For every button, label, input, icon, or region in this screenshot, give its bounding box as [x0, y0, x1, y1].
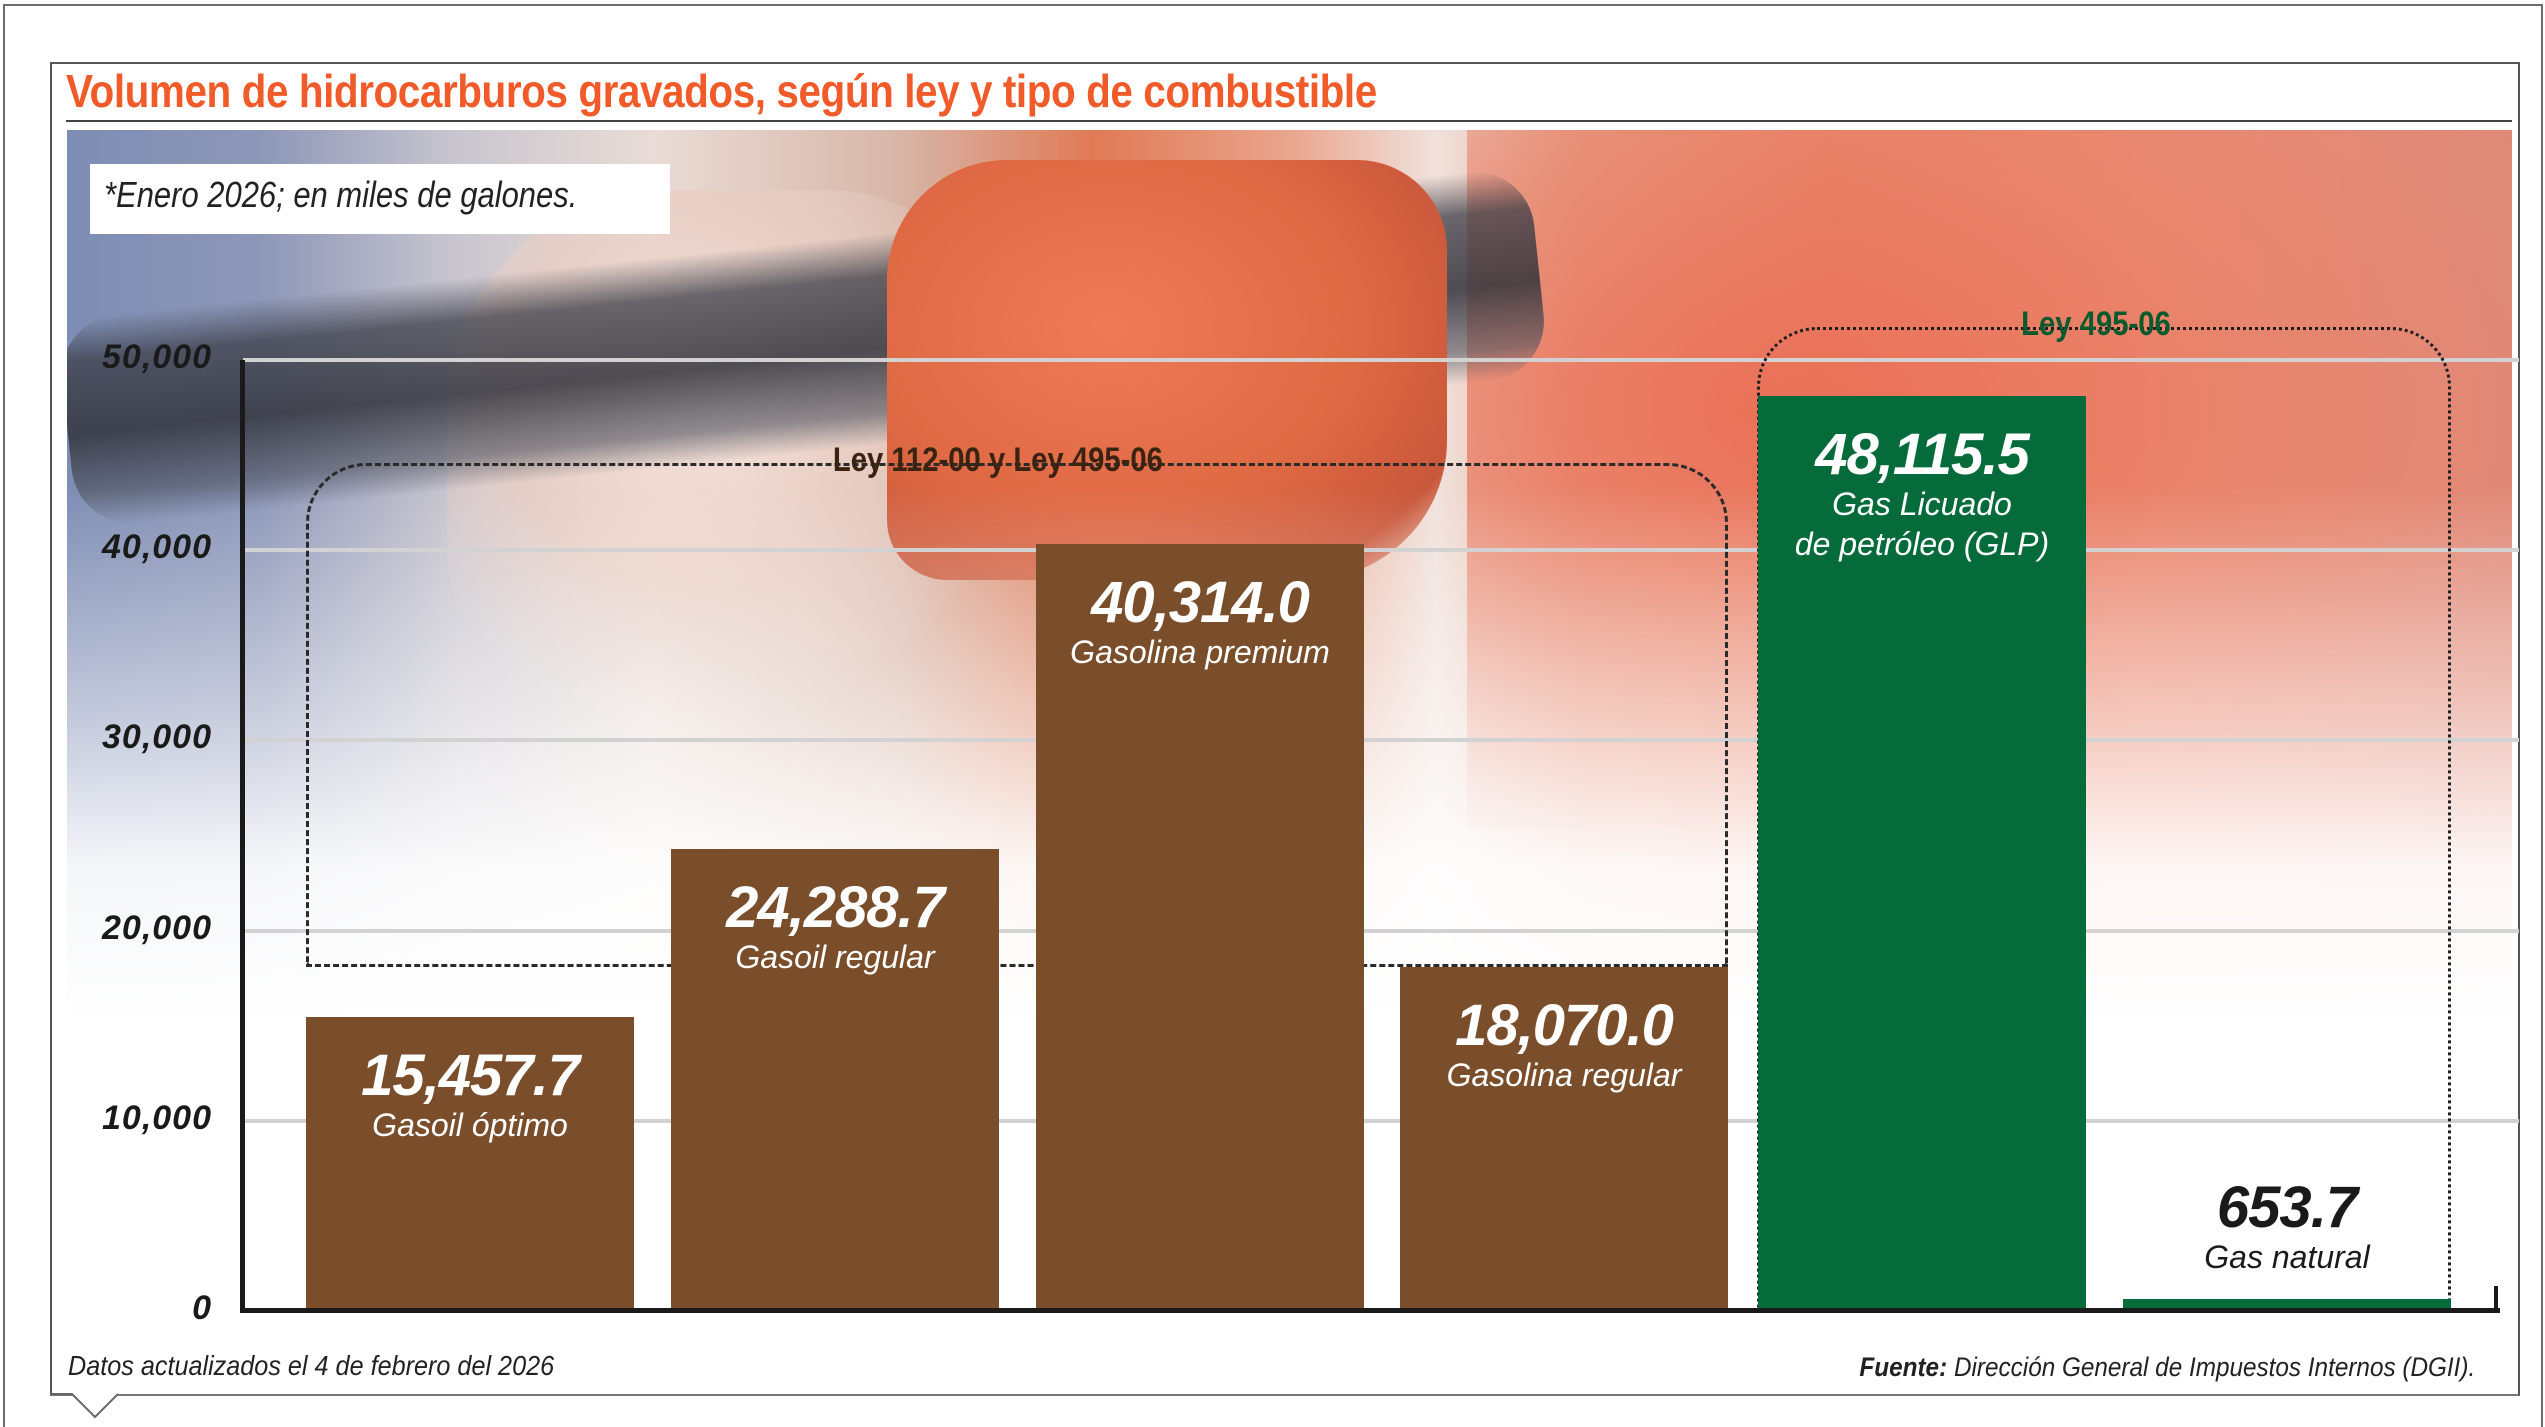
y-tick-label: 0: [192, 1289, 212, 1327]
bar-category: Gas Licuado: [1832, 485, 2012, 522]
bar-category: Gasoil regular: [735, 939, 935, 976]
bar-category: Gasolina regular: [1446, 1057, 1682, 1094]
y-axis: [240, 360, 245, 1313]
bar-category: Gasoil óptimo: [372, 1106, 568, 1143]
law-group-label: Ley 112-00 y Ley 495-06: [832, 441, 1163, 479]
bar-value: 653.7: [2216, 1174, 2358, 1240]
bar-category: de petróleo (GLP): [1794, 525, 2050, 562]
bar: [1758, 395, 2086, 1311]
law-group-bracket: [306, 463, 1728, 968]
bar-value: 48,115.5: [1815, 421, 2029, 487]
bar-category: Gasolina premium: [1070, 634, 1330, 671]
units-note: *Enero 2026; en miles de galones.: [90, 164, 670, 234]
title-divider: [66, 120, 2512, 122]
chart-title: Volumen de hidrocarburos gravados, según…: [66, 65, 1377, 117]
source-note: Fuente: Dirección General de Impuestos I…: [1859, 1352, 2475, 1383]
y-tick-label: 40,000: [102, 528, 212, 567]
bar-category: Gas natural: [2204, 1238, 2370, 1275]
bar-value: 18,070.0: [1455, 993, 1674, 1059]
bar: [306, 1016, 634, 1311]
outer-frame: [3, 4, 2543, 1427]
bar: [1036, 544, 1364, 1311]
bar-value: 15,457.7: [361, 1042, 580, 1108]
x-axis-end-tick: [2494, 1286, 2498, 1312]
bar: [671, 849, 999, 1311]
bar: [2123, 1298, 2451, 1311]
y-tick-label: 10,000: [102, 1098, 212, 1137]
units-note-text: *Enero 2026; en miles de galones.: [104, 174, 578, 215]
y-tick-label: 30,000: [102, 718, 212, 757]
gridline: [243, 1118, 2519, 1123]
bar-value: 40,314.0: [1091, 570, 1310, 636]
gridline: [243, 738, 2519, 743]
law-group-label: Ley 495-06: [2021, 305, 2171, 343]
source-label: Fuente:: [1859, 1352, 1947, 1382]
y-tick-label: 50,000: [102, 338, 212, 376]
y-tick-label: 20,000: [102, 908, 212, 947]
source-text: Dirección General de Impuestos Internos …: [1953, 1352, 2475, 1382]
bar: [1400, 967, 1728, 1311]
bar-value: 24,288.7: [726, 875, 945, 941]
gridline: [243, 548, 2519, 553]
update-note: Datos actualizados el 4 de febrero del 2…: [68, 1350, 555, 1381]
x-axis: [240, 1308, 2500, 1313]
chart-frame: [50, 62, 2520, 1396]
gridline: [243, 928, 2519, 933]
gridline: [243, 358, 2519, 362]
